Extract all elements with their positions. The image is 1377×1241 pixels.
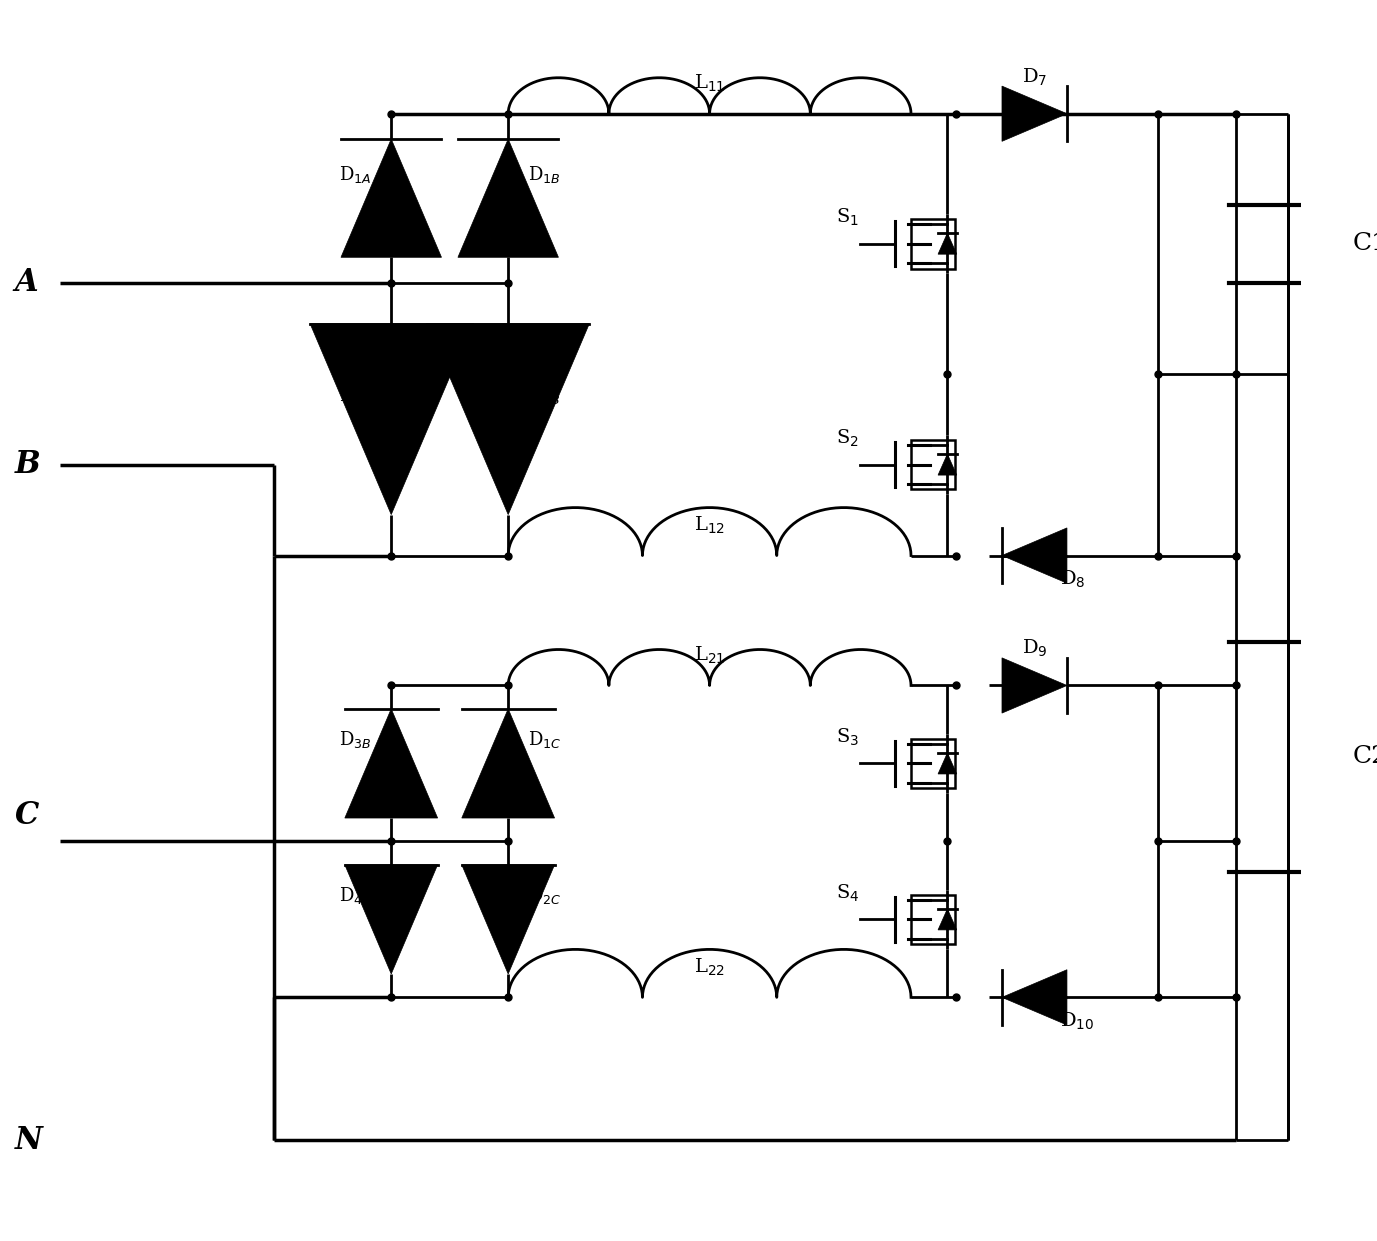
Polygon shape [938,753,957,774]
Text: B: B [14,449,40,480]
Text: N: N [14,1124,43,1155]
Text: C1: C1 [1352,232,1377,256]
Polygon shape [1002,969,1067,1025]
Text: D$_{1A}$: D$_{1A}$ [339,164,372,185]
Polygon shape [344,709,438,818]
Polygon shape [938,908,957,930]
Text: D$_{4B}$: D$_{4B}$ [339,885,372,906]
Text: L$_{11}$: L$_{11}$ [694,73,726,94]
Text: S$_3$: S$_3$ [836,727,859,748]
Text: L$_{22}$: L$_{22}$ [694,957,726,978]
Text: S$_1$: S$_1$ [836,207,859,228]
Text: D$_7$: D$_7$ [1022,67,1047,88]
Text: D$_{1B}$: D$_{1B}$ [527,164,560,185]
Text: D$_{2C}$: D$_{2C}$ [527,885,560,906]
Polygon shape [461,709,555,818]
Text: D$_{2B}$: D$_{2B}$ [527,385,560,406]
Text: D$_8$: D$_8$ [1060,568,1086,589]
Text: D$_{3B}$: D$_{3B}$ [339,730,372,751]
Polygon shape [1002,658,1067,714]
Polygon shape [344,865,438,974]
Text: S$_2$: S$_2$ [836,428,859,449]
Polygon shape [341,139,442,257]
Polygon shape [427,324,589,515]
Text: C: C [14,800,39,831]
Polygon shape [1002,527,1067,583]
Text: S$_4$: S$_4$ [836,882,859,903]
Text: A: A [14,267,39,298]
Polygon shape [310,324,472,515]
Polygon shape [1002,86,1067,141]
Text: D$_{10}$: D$_{10}$ [1060,1010,1095,1031]
Text: L$_{12}$: L$_{12}$ [694,515,726,536]
Polygon shape [459,139,559,257]
Polygon shape [938,233,957,254]
Text: D$_9$: D$_9$ [1022,638,1048,659]
Text: C2: C2 [1352,746,1377,768]
Text: D$_{1C}$: D$_{1C}$ [527,730,560,751]
Polygon shape [938,454,957,475]
Text: L$_{21}$: L$_{21}$ [694,644,726,666]
Text: D$_{2A}$: D$_{2A}$ [339,385,372,406]
Polygon shape [461,865,555,974]
